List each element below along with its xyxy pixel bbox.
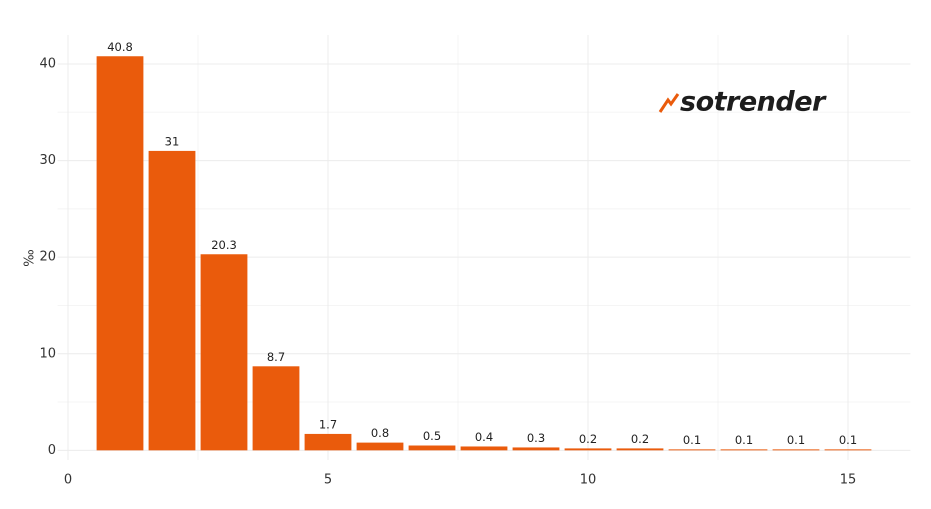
data-label: 0.1 <box>683 433 701 447</box>
data-label: 1.7 <box>319 417 337 431</box>
plot: 0 10 20 30 40 0 5 10 15 40.8 31 20.3 8.7 1.7 0.8 0.5 0.4… <box>39 35 911 488</box>
bar <box>96 56 144 451</box>
data-label: 0.1 <box>787 433 805 447</box>
data-label: 0.1 <box>735 433 753 447</box>
bar <box>460 446 508 451</box>
logo-icon <box>658 93 680 113</box>
bar <box>668 449 716 451</box>
logo: sotrender <box>658 87 828 118</box>
bar <box>408 445 456 451</box>
x-tick-label: 15 <box>840 473 857 488</box>
y-tick-label: 30 <box>39 153 56 168</box>
y-tick-label: 20 <box>39 250 56 265</box>
data-label: 20.3 <box>211 238 237 252</box>
bar <box>564 448 612 451</box>
x-tick-label: 0 <box>64 473 72 488</box>
data-label: 0.3 <box>527 431 545 445</box>
data-label: 0.5 <box>423 429 441 443</box>
data-label: 31 <box>165 134 180 148</box>
bar <box>252 366 300 451</box>
data-label: 0.8 <box>371 426 389 440</box>
data-label: 40.8 <box>107 40 133 54</box>
y-tick-label: 10 <box>39 346 56 361</box>
data-label: 0.2 <box>631 432 649 446</box>
x-tick-label: 10 <box>580 473 597 488</box>
data-label: 0.4 <box>475 430 493 444</box>
data-label: 0.2 <box>579 432 597 446</box>
data-label: 8.7 <box>267 350 285 364</box>
bar <box>772 449 820 451</box>
bar <box>824 449 872 451</box>
y-axis-label: ‰ <box>23 249 38 266</box>
y-tick-label: 0 <box>48 443 56 458</box>
bar <box>616 448 664 451</box>
y-tick-label: 40 <box>39 56 56 71</box>
bar <box>356 442 404 451</box>
bar <box>200 254 248 451</box>
bar <box>720 449 768 451</box>
logo-text: sotrender <box>680 87 827 118</box>
bar <box>512 447 560 451</box>
bar <box>304 433 352 451</box>
bar <box>148 150 196 451</box>
data-label: 0.1 <box>839 433 857 447</box>
x-tick-label: 5 <box>324 473 332 488</box>
